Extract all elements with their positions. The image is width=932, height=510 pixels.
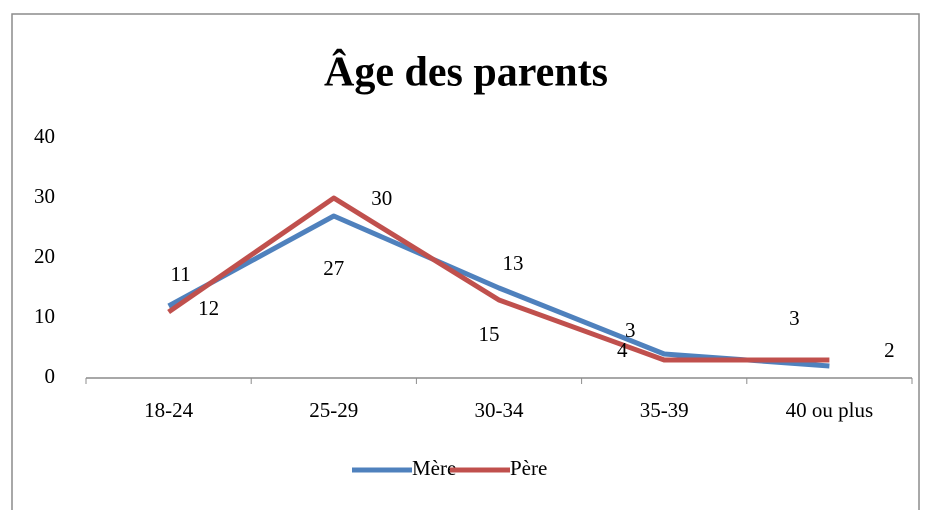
y-tick-label: 20 — [34, 244, 55, 268]
chart-title: Âge des parents — [324, 49, 608, 96]
data-label: 2 — [884, 338, 895, 362]
data-label: 3 — [789, 306, 800, 330]
data-label: 15 — [479, 322, 500, 346]
y-tick-label: 10 — [34, 304, 55, 328]
line-series — [167, 195, 830, 363]
y-tick-label: 0 — [45, 364, 56, 388]
y-tick-label: 40 — [34, 124, 55, 148]
legend-label: Père — [510, 456, 547, 480]
y-tick-label: 30 — [34, 184, 55, 208]
chart-border — [11, 13, 920, 510]
data-label: 30 — [371, 186, 392, 210]
x-tick-label: 40 ou plus — [786, 398, 874, 422]
data-label: 4 — [617, 338, 628, 362]
x-tick-label: 18-24 — [144, 398, 193, 422]
legend-label: Mère — [412, 456, 456, 480]
data-label: 11 — [170, 262, 190, 286]
x-tick-label: 35-39 — [640, 398, 689, 422]
data-label: 27 — [323, 256, 344, 280]
x-tick-label: 25-29 — [309, 398, 358, 422]
data-label: 12 — [198, 296, 219, 320]
data-label: 13 — [503, 251, 524, 275]
x-tick-label: 30-34 — [475, 398, 524, 422]
data-label: 3 — [625, 318, 636, 342]
